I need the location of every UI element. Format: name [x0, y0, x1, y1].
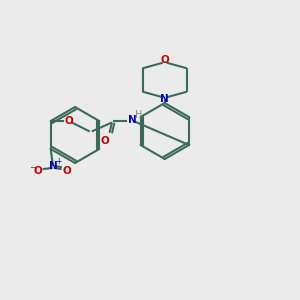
Text: N: N [128, 115, 137, 125]
Text: O: O [62, 166, 71, 176]
Text: O: O [33, 166, 42, 176]
Text: −: − [29, 163, 37, 172]
Text: +: + [55, 158, 61, 166]
Text: N: N [50, 161, 58, 171]
Text: O: O [100, 136, 109, 146]
Text: H: H [135, 110, 142, 120]
Text: O: O [64, 116, 73, 126]
Text: N: N [160, 94, 169, 104]
Text: O: O [160, 55, 169, 65]
